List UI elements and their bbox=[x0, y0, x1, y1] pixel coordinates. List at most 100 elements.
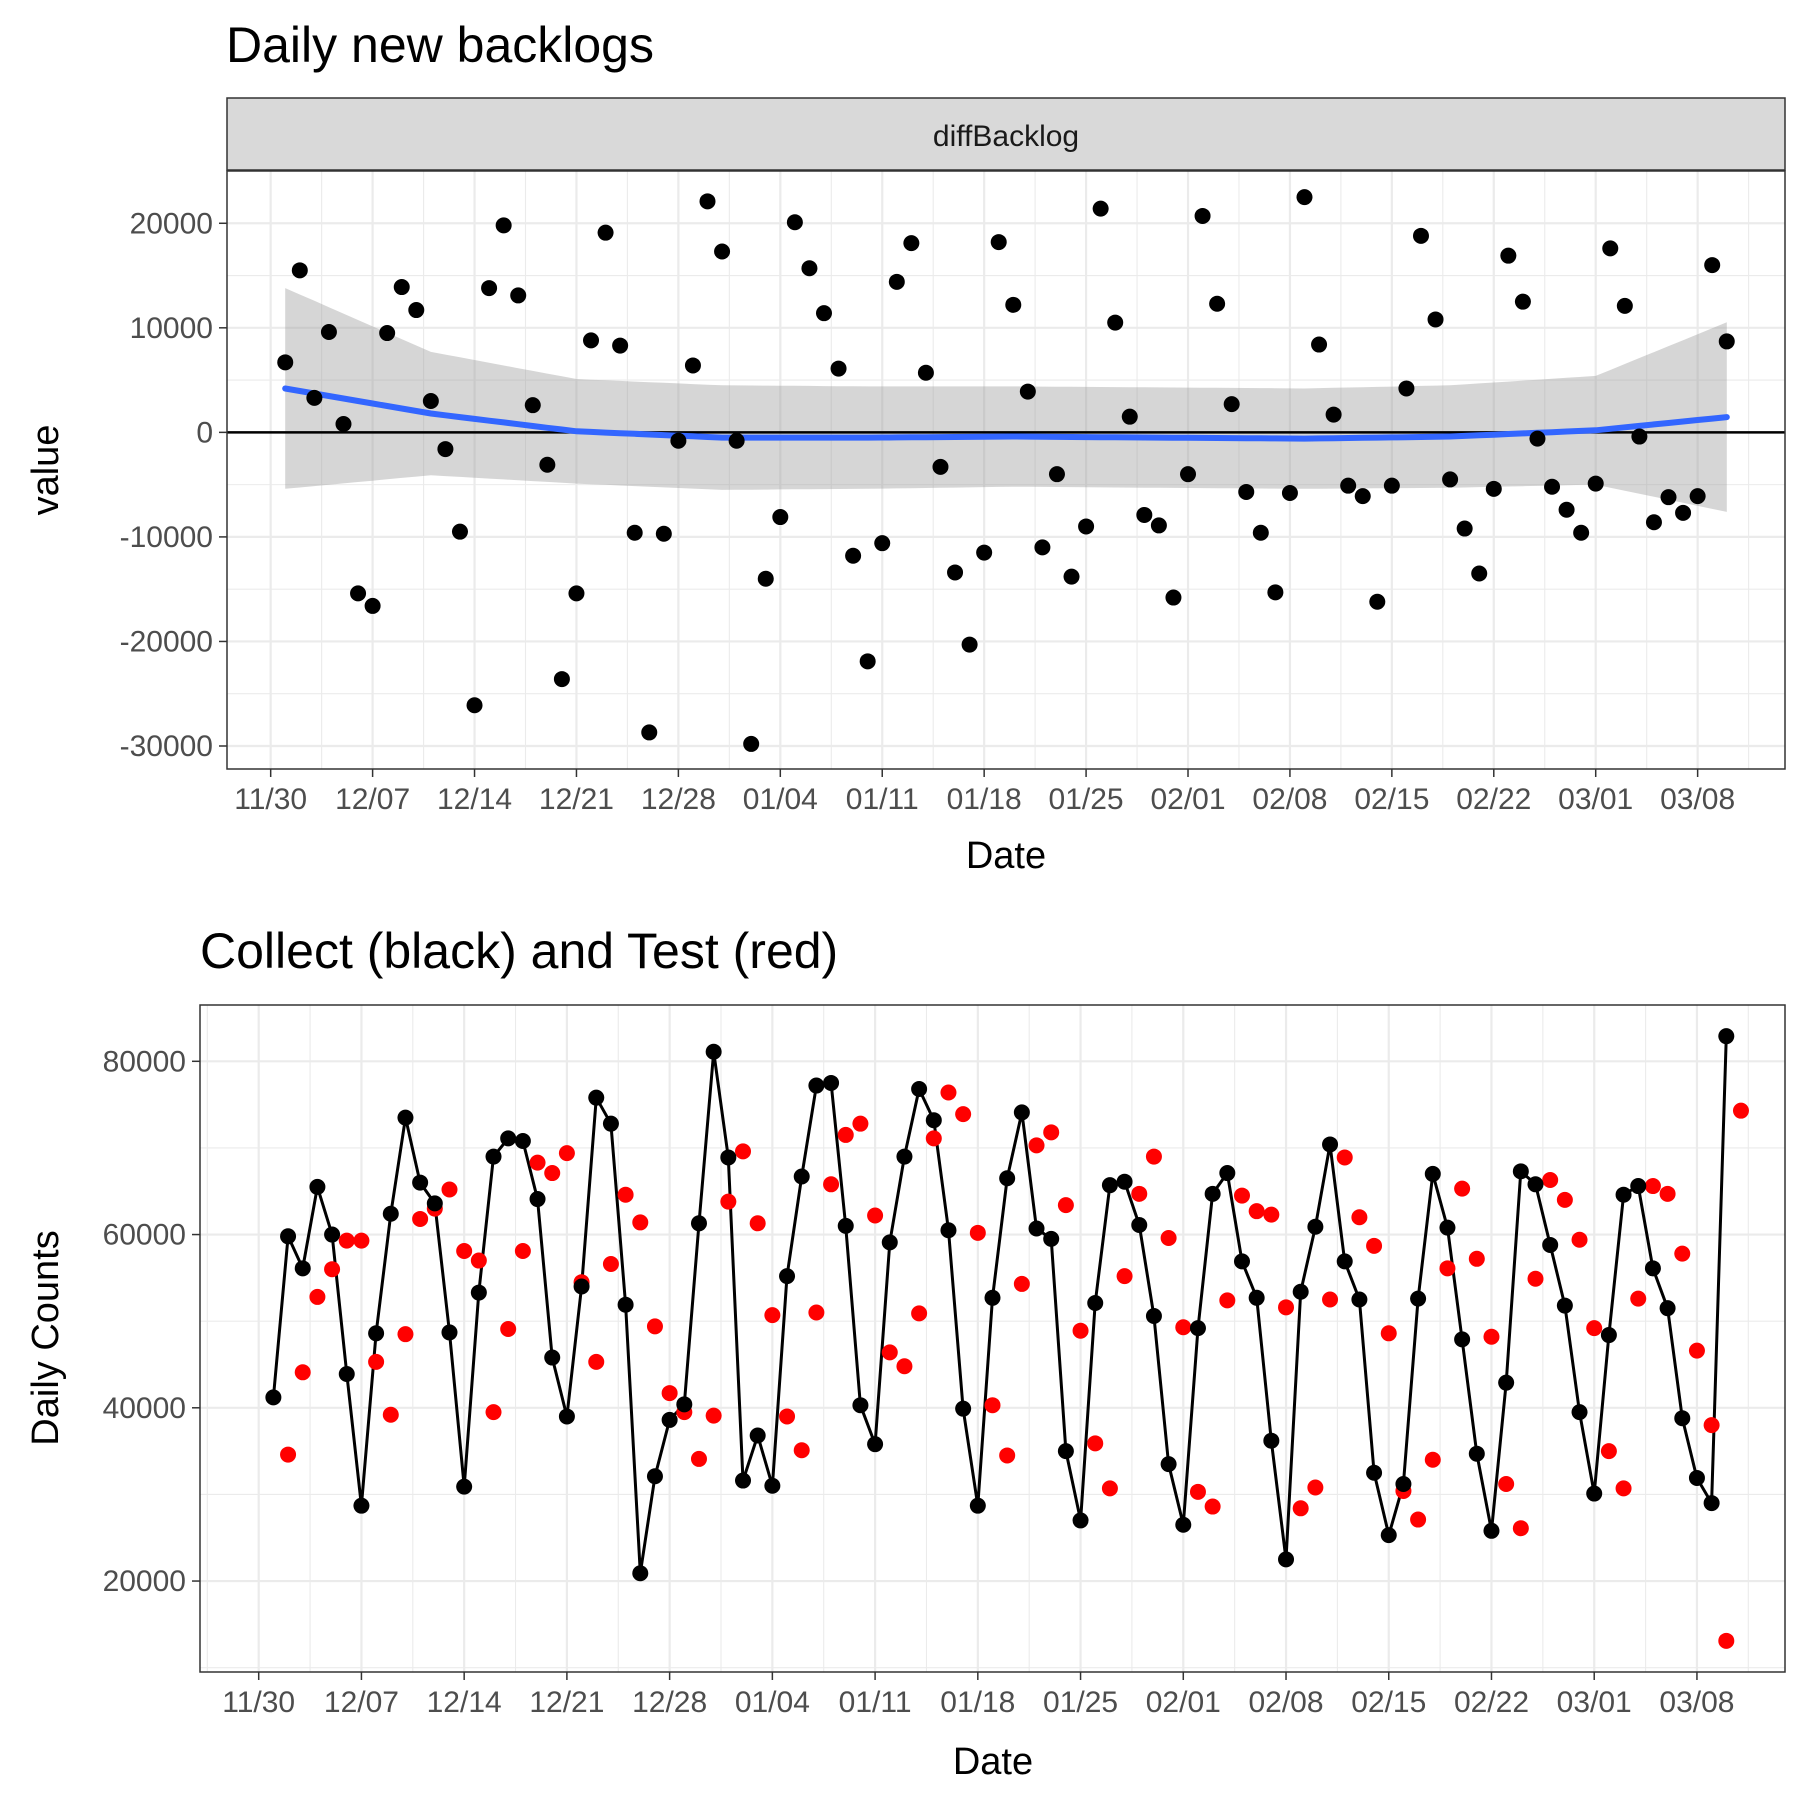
test-data-point bbox=[294, 1364, 311, 1381]
backlog-data-point bbox=[422, 393, 439, 409]
test-data-point bbox=[1512, 1520, 1529, 1537]
test-data-point bbox=[999, 1447, 1016, 1464]
counts-x-tick-label: 01/11 bbox=[839, 1686, 912, 1719]
backlog-data-point bbox=[903, 235, 920, 252]
test-data-point bbox=[925, 1130, 942, 1147]
test-data-point bbox=[779, 1408, 796, 1425]
test-data-point bbox=[1468, 1250, 1485, 1267]
collect-data-point bbox=[1527, 1176, 1544, 1193]
panel-counts: Collect (black) and Test (red) 11/30 12/0… bbox=[25, 923, 1786, 1783]
collect-data-point bbox=[456, 1478, 473, 1495]
backlog-data-point bbox=[1383, 477, 1400, 494]
backlog-data-point bbox=[874, 535, 891, 552]
collect-data-point bbox=[1219, 1165, 1236, 1182]
backlog-x-tick-label: 12/28 bbox=[641, 783, 716, 816]
backlog-data-point bbox=[437, 441, 454, 458]
backlog-data-point bbox=[1398, 380, 1415, 397]
test-data-point bbox=[867, 1207, 884, 1224]
collect-data-point bbox=[397, 1109, 414, 1126]
test-data-point bbox=[1454, 1180, 1471, 1197]
collect-data-point bbox=[1233, 1253, 1250, 1270]
counts-x-axis-title: Date bbox=[953, 1741, 1033, 1783]
collect-data-point bbox=[324, 1226, 341, 1243]
test-data-point bbox=[764, 1307, 781, 1324]
backlog-data-point bbox=[1412, 227, 1429, 244]
backlog-data-point bbox=[350, 585, 367, 602]
backlog-data-point bbox=[1034, 539, 1051, 556]
collect-data-point bbox=[602, 1115, 619, 1132]
collect-data-point bbox=[1131, 1217, 1148, 1234]
backlog-data-point bbox=[1602, 240, 1619, 257]
backlog-x-axis-title: Date bbox=[966, 835, 1046, 877]
backlog-data-point bbox=[1311, 336, 1328, 353]
backlog-data-point bbox=[1442, 471, 1459, 488]
collect-data-point bbox=[808, 1077, 825, 1094]
collect-data-point bbox=[690, 1215, 707, 1232]
test-data-point bbox=[852, 1115, 869, 1132]
counts-x-tick-label: 02/01 bbox=[1146, 1686, 1221, 1719]
backlog-y-axis: 20000 10000 0 -10000 -20000 -30000 bbox=[120, 207, 227, 763]
backlog-x-tick-label: 01/11 bbox=[846, 783, 919, 816]
test-data-point bbox=[1424, 1451, 1441, 1468]
backlog-data-point bbox=[277, 354, 294, 371]
test-data-point bbox=[1160, 1230, 1177, 1247]
test-data-point bbox=[1542, 1171, 1559, 1188]
test-data-point bbox=[1571, 1231, 1588, 1248]
backlog-data-point bbox=[655, 525, 672, 542]
backlog-data-point bbox=[1529, 430, 1546, 447]
collect-data-point bbox=[764, 1477, 781, 1494]
backlog-data-point bbox=[1675, 504, 1692, 521]
test-data-point bbox=[1322, 1291, 1339, 1308]
counts-y-tick-label: 80000 bbox=[103, 1045, 186, 1078]
backlog-data-point bbox=[1485, 480, 1502, 497]
test-data-point bbox=[470, 1252, 487, 1269]
collect-data-point bbox=[1248, 1289, 1265, 1306]
test-data-point bbox=[955, 1106, 972, 1123]
test-data-point bbox=[1175, 1319, 1192, 1336]
backlog-smooth-line bbox=[282, 385, 1730, 442]
facet-strip bbox=[226, 97, 1786, 171]
backlog-data-point bbox=[1281, 485, 1298, 501]
test-data-point bbox=[1072, 1322, 1089, 1339]
test-data-point bbox=[397, 1326, 414, 1343]
test-data-point bbox=[309, 1288, 326, 1305]
test-data-point bbox=[324, 1261, 341, 1278]
backlog-data-point bbox=[1019, 383, 1036, 400]
collect-data-point bbox=[1204, 1185, 1221, 1202]
test-data-point bbox=[529, 1154, 546, 1171]
counts-x-tick-label: 12/21 bbox=[529, 1686, 604, 1719]
collect-data-point bbox=[1057, 1443, 1074, 1460]
backlog-data-point bbox=[1631, 428, 1648, 445]
collect-data-point bbox=[1498, 1374, 1515, 1391]
backlog-data-point bbox=[1660, 489, 1677, 506]
backlog-data-point bbox=[1078, 518, 1095, 535]
collect-data-point bbox=[1630, 1178, 1647, 1195]
backlog-data-point bbox=[1194, 207, 1211, 224]
test-data-point bbox=[1028, 1137, 1045, 1154]
collect-data-point bbox=[470, 1284, 487, 1301]
backlog-x-tick-label: 12/07 bbox=[335, 783, 410, 816]
collect-data-point bbox=[265, 1389, 282, 1406]
collect-data-point bbox=[1028, 1220, 1045, 1237]
facet-strip-label: diffBacklog bbox=[933, 120, 1079, 153]
backlog-data-point bbox=[961, 636, 978, 653]
backlog-x-tick-label: 01/04 bbox=[743, 783, 818, 816]
backlog-data-point bbox=[670, 432, 687, 449]
test-data-point bbox=[1410, 1511, 1427, 1528]
collect-data-point bbox=[661, 1411, 678, 1428]
backlog-data-point bbox=[1427, 311, 1444, 328]
collect-data-point bbox=[969, 1497, 986, 1514]
backlog-data-point bbox=[1165, 589, 1182, 606]
backlog-data-point bbox=[757, 570, 774, 587]
test-data-point bbox=[588, 1353, 605, 1370]
test-data-point bbox=[1204, 1498, 1221, 1515]
confidence-band bbox=[285, 288, 1727, 512]
backlog-data-point bbox=[786, 214, 803, 231]
test-data-point bbox=[911, 1305, 928, 1322]
collect-data-point bbox=[1395, 1476, 1412, 1493]
collect-data-point bbox=[1366, 1464, 1383, 1481]
backlog-data-point bbox=[1718, 333, 1735, 350]
backlog-data-point bbox=[1063, 568, 1080, 585]
collect-data-point bbox=[1542, 1236, 1559, 1253]
collect-data-point bbox=[1424, 1165, 1441, 1182]
